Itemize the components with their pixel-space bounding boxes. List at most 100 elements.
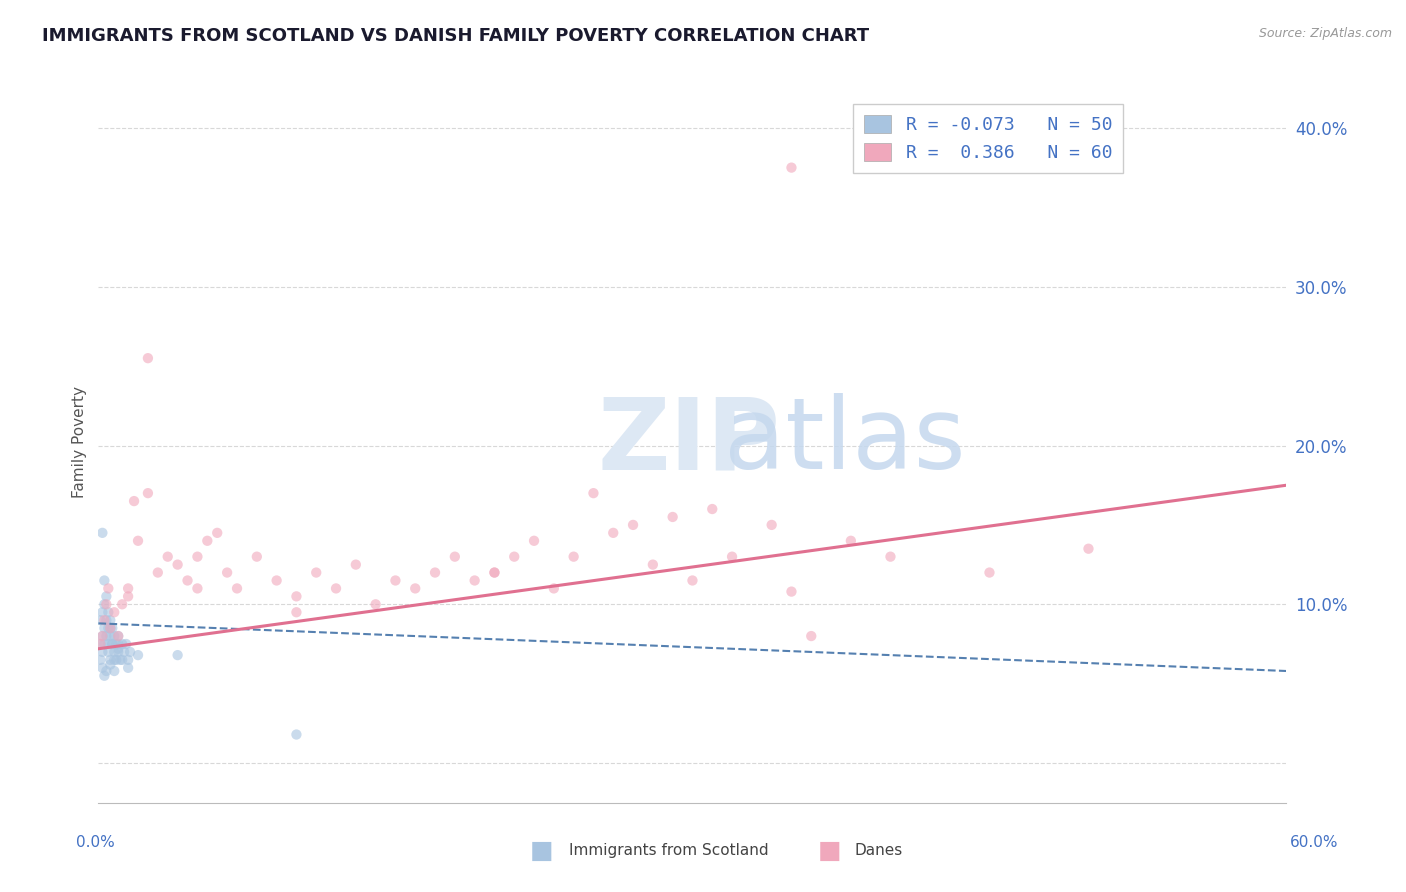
Point <box>523 533 546 548</box>
Point <box>364 597 387 611</box>
Point <box>166 558 188 572</box>
Point <box>98 613 121 627</box>
Point <box>96 613 118 627</box>
Point <box>101 621 124 635</box>
Point <box>98 653 121 667</box>
Point <box>136 351 159 366</box>
Point <box>101 637 124 651</box>
Point <box>93 637 115 651</box>
Point <box>96 629 118 643</box>
Point <box>91 645 114 659</box>
Point <box>217 566 239 580</box>
Point <box>543 582 565 596</box>
Point <box>979 566 1001 580</box>
Point <box>98 621 121 635</box>
Point <box>117 590 139 604</box>
Point <box>93 669 115 683</box>
Point <box>97 621 120 635</box>
Point <box>166 648 188 662</box>
Point <box>266 574 288 588</box>
Point <box>156 549 179 564</box>
Legend: R = -0.073   N = 50, R =  0.386   N = 60: R = -0.073 N = 50, R = 0.386 N = 60 <box>853 103 1123 173</box>
Point <box>97 637 120 651</box>
Point <box>404 582 426 596</box>
Point <box>800 629 823 643</box>
Text: Danes: Danes <box>855 844 903 858</box>
Point <box>423 566 446 580</box>
Point <box>195 533 218 548</box>
Point <box>89 613 111 627</box>
Point <box>176 574 198 588</box>
Point <box>93 613 115 627</box>
Point <box>89 637 111 651</box>
Point <box>146 566 169 580</box>
Point <box>484 566 506 580</box>
Text: IMMIGRANTS FROM SCOTLAND VS DANISH FAMILY POVERTY CORRELATION CHART: IMMIGRANTS FROM SCOTLAND VS DANISH FAMIL… <box>42 27 869 45</box>
Point <box>839 533 862 548</box>
Point <box>661 510 683 524</box>
Point <box>112 645 135 659</box>
Point <box>1077 541 1099 556</box>
Point <box>111 597 134 611</box>
Point <box>98 629 121 643</box>
Point <box>105 637 128 651</box>
Point <box>285 605 308 619</box>
Point <box>464 574 486 588</box>
Text: ■: ■ <box>818 839 841 863</box>
Point <box>602 525 624 540</box>
Point <box>91 661 114 675</box>
Text: 0.0%: 0.0% <box>76 836 115 850</box>
Point <box>444 549 467 564</box>
Point <box>879 549 901 564</box>
Point <box>761 517 783 532</box>
Point <box>108 653 131 667</box>
Point <box>97 582 120 596</box>
Point <box>98 621 121 635</box>
Point <box>103 645 125 659</box>
Point <box>89 653 111 667</box>
Point <box>205 525 228 540</box>
Point <box>246 549 269 564</box>
Point <box>780 584 803 599</box>
Point <box>117 661 139 675</box>
Point <box>91 629 114 643</box>
Point <box>681 574 703 588</box>
Point <box>107 645 129 659</box>
Point <box>780 161 803 175</box>
Point <box>127 533 149 548</box>
Point <box>285 590 308 604</box>
Point <box>98 657 121 672</box>
Point <box>384 574 406 588</box>
Point <box>111 653 134 667</box>
Point <box>107 637 129 651</box>
Point <box>641 558 664 572</box>
Point <box>105 653 128 667</box>
Point <box>103 629 125 643</box>
Point <box>91 605 114 619</box>
Point <box>136 486 159 500</box>
Point <box>117 582 139 596</box>
Point <box>127 648 149 662</box>
Point <box>621 517 644 532</box>
Text: atlas: atlas <box>598 393 966 490</box>
Point <box>96 597 118 611</box>
Point <box>97 605 120 619</box>
Point <box>115 637 138 651</box>
Point <box>89 637 111 651</box>
Point <box>702 502 724 516</box>
Point <box>93 621 115 635</box>
Point <box>562 549 585 564</box>
Point <box>103 653 125 667</box>
Point <box>107 629 129 643</box>
Point <box>721 549 744 564</box>
Point <box>91 629 114 643</box>
Point <box>122 494 145 508</box>
Point <box>344 558 367 572</box>
Y-axis label: Family Poverty: Family Poverty <box>72 385 87 498</box>
Point <box>285 727 308 741</box>
Point <box>117 653 139 667</box>
Point <box>93 574 115 588</box>
Point <box>503 549 526 564</box>
Point <box>96 664 118 678</box>
Point <box>91 525 114 540</box>
